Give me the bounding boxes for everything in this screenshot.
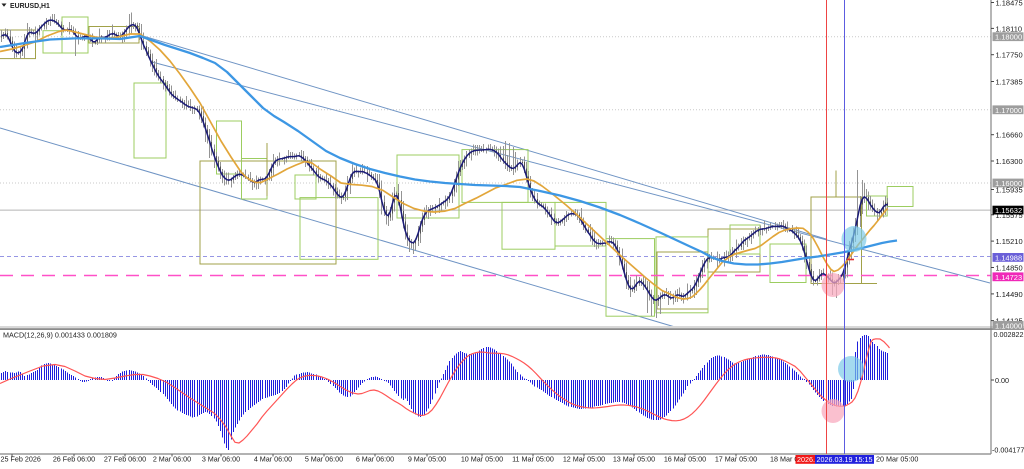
- svg-text:1.16000: 1.16000: [995, 179, 1022, 188]
- svg-text:1.15632: 1.15632: [995, 206, 1022, 215]
- svg-text:3 Mar 06:00: 3 Mar 06:00: [202, 455, 240, 464]
- svg-text:27 Feb 06:00: 27 Feb 06:00: [104, 455, 146, 464]
- svg-text:1.14988: 1.14988: [995, 253, 1022, 262]
- svg-text:1.15575: 1.15575: [996, 211, 1023, 220]
- svg-text:25 Feb 2026: 25 Feb 2026: [1, 455, 41, 464]
- svg-text:EURUSD,H1: EURUSD,H1: [10, 3, 50, 10]
- svg-text:11 Mar 05:00: 11 Mar 05:00: [512, 455, 554, 464]
- svg-text:1.14850: 1.14850: [996, 264, 1023, 273]
- svg-text:0.002822: 0.002822: [994, 330, 1024, 339]
- svg-text:17 Mar 05:00: 17 Mar 05:00: [715, 455, 757, 464]
- svg-text:6 Mar 06:00: 6 Mar 06:00: [356, 455, 394, 464]
- svg-text:9 Mar 05:00: 9 Mar 05:00: [408, 455, 446, 464]
- svg-text:20 Mar 05:00: 20 Mar 05:00: [876, 455, 918, 464]
- svg-text:10 Mar 05:00: 10 Mar 05:00: [461, 455, 503, 464]
- svg-text:1.14000: 1.14000: [995, 321, 1022, 330]
- svg-text:16 Mar 05:00: 16 Mar 05:00: [664, 455, 706, 464]
- svg-text:MACD(12,26,9) 0.001433 0.00180: MACD(12,26,9) 0.001433 0.001809: [3, 330, 117, 339]
- svg-text:13 Mar 05:00: 13 Mar 05:00: [613, 455, 655, 464]
- svg-text:1.17000: 1.17000: [995, 106, 1022, 115]
- svg-text:2026.03.19 15:15: 2026.03.19 15:15: [817, 455, 873, 464]
- svg-text:18 Mar 05:0: 18 Mar 05:0: [770, 455, 808, 464]
- svg-text:1.15935: 1.15935: [996, 186, 1023, 195]
- svg-text:1.16660: 1.16660: [996, 131, 1023, 140]
- svg-text:1.14723: 1.14723: [995, 273, 1022, 282]
- svg-text:1.18000: 1.18000: [995, 33, 1022, 42]
- svg-text:2 Mar 06:00: 2 Mar 06:00: [153, 455, 191, 464]
- svg-text:1.14490: 1.14490: [996, 290, 1023, 299]
- svg-text:1.17385: 1.17385: [996, 78, 1023, 87]
- svg-text:1.16300: 1.16300: [996, 157, 1023, 166]
- svg-text:2026.: 2026.: [797, 455, 815, 464]
- svg-text:1.17750: 1.17750: [996, 51, 1023, 60]
- svg-text:26 Feb 06:00: 26 Feb 06:00: [53, 455, 95, 464]
- svg-text:12 Mar 05:00: 12 Mar 05:00: [563, 455, 605, 464]
- svg-text:4 Mar 06:00: 4 Mar 06:00: [254, 455, 292, 464]
- svg-text:5 Mar 06:00: 5 Mar 06:00: [305, 455, 343, 464]
- svg-text:1.15210: 1.15210: [996, 237, 1023, 246]
- svg-text:-0.004177: -0.004177: [992, 446, 1024, 455]
- svg-text:1.18475: 1.18475: [996, 0, 1023, 8]
- svg-text:1.18110: 1.18110: [996, 24, 1023, 33]
- svg-text:0.00: 0.00: [995, 376, 1009, 385]
